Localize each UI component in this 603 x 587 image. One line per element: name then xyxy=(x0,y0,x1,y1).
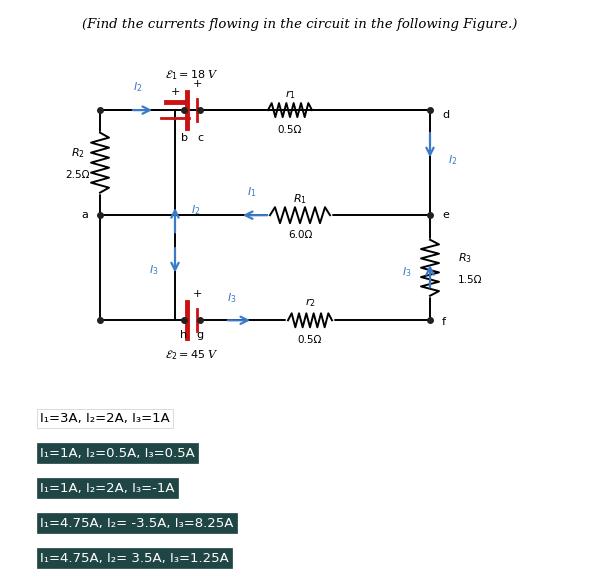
Text: d: d xyxy=(442,110,449,120)
Text: $I_3$: $I_3$ xyxy=(402,265,412,279)
Text: h: h xyxy=(180,330,188,340)
Text: 6.0Ω: 6.0Ω xyxy=(288,230,312,240)
Text: I₁=1A, I₂=2A, I₃=-1A: I₁=1A, I₂=2A, I₃=-1A xyxy=(40,482,174,495)
Text: $I_2$: $I_2$ xyxy=(191,203,200,217)
Text: b: b xyxy=(180,133,188,143)
Text: 0.5Ω: 0.5Ω xyxy=(278,125,302,135)
Text: 1.5Ω: 1.5Ω xyxy=(458,275,482,285)
Text: $I_1$: $I_1$ xyxy=(247,185,257,199)
Text: $r_1$: $r_1$ xyxy=(285,89,295,102)
Text: +: + xyxy=(170,87,180,97)
Text: 2.5Ω: 2.5Ω xyxy=(66,170,90,180)
Text: (Find the currents flowing in the circuit in the following Figure.): (Find the currents flowing in the circui… xyxy=(83,18,518,31)
Text: I₁=3A, I₂=2A, I₃=1A: I₁=3A, I₂=2A, I₃=1A xyxy=(40,412,170,425)
Text: +: + xyxy=(192,79,201,89)
Text: d.: d. xyxy=(22,517,34,529)
Text: I₁=4.75A, I₂= -3.5A, I₃=8.25A: I₁=4.75A, I₂= -3.5A, I₃=8.25A xyxy=(40,517,233,529)
Text: e: e xyxy=(442,210,449,220)
Text: $\mathcal{E}_1 = 18$ V: $\mathcal{E}_1 = 18$ V xyxy=(165,68,219,82)
Text: $R_2$: $R_2$ xyxy=(71,146,85,160)
Text: $\mathcal{E}_2 = 45$ V: $\mathcal{E}_2 = 45$ V xyxy=(165,349,219,362)
Text: I₁=4.75A, I₂= 3.5A, I₃=1.25A: I₁=4.75A, I₂= 3.5A, I₃=1.25A xyxy=(40,552,229,565)
Text: c: c xyxy=(197,133,203,143)
Text: $I_3$: $I_3$ xyxy=(150,264,159,277)
Text: a: a xyxy=(81,210,88,220)
Text: I₁=1A, I₂=0.5A, I₃=0.5A: I₁=1A, I₂=0.5A, I₃=0.5A xyxy=(40,447,195,460)
Text: c.: c. xyxy=(22,482,33,495)
Text: e.: e. xyxy=(22,552,34,565)
Text: $R_3$: $R_3$ xyxy=(458,251,472,265)
Text: a.: a. xyxy=(22,412,34,425)
Text: $r_2$: $r_2$ xyxy=(305,296,315,309)
Text: $I_2$: $I_2$ xyxy=(448,153,458,167)
Text: +: + xyxy=(192,289,201,299)
Text: $R_1$: $R_1$ xyxy=(293,193,307,206)
Text: b.: b. xyxy=(22,447,34,460)
Text: $I_2$: $I_2$ xyxy=(133,80,143,94)
Text: 0.5Ω: 0.5Ω xyxy=(298,335,322,345)
Text: $I_3$: $I_3$ xyxy=(227,292,237,305)
Text: g: g xyxy=(197,330,204,340)
Text: f: f xyxy=(442,318,446,328)
